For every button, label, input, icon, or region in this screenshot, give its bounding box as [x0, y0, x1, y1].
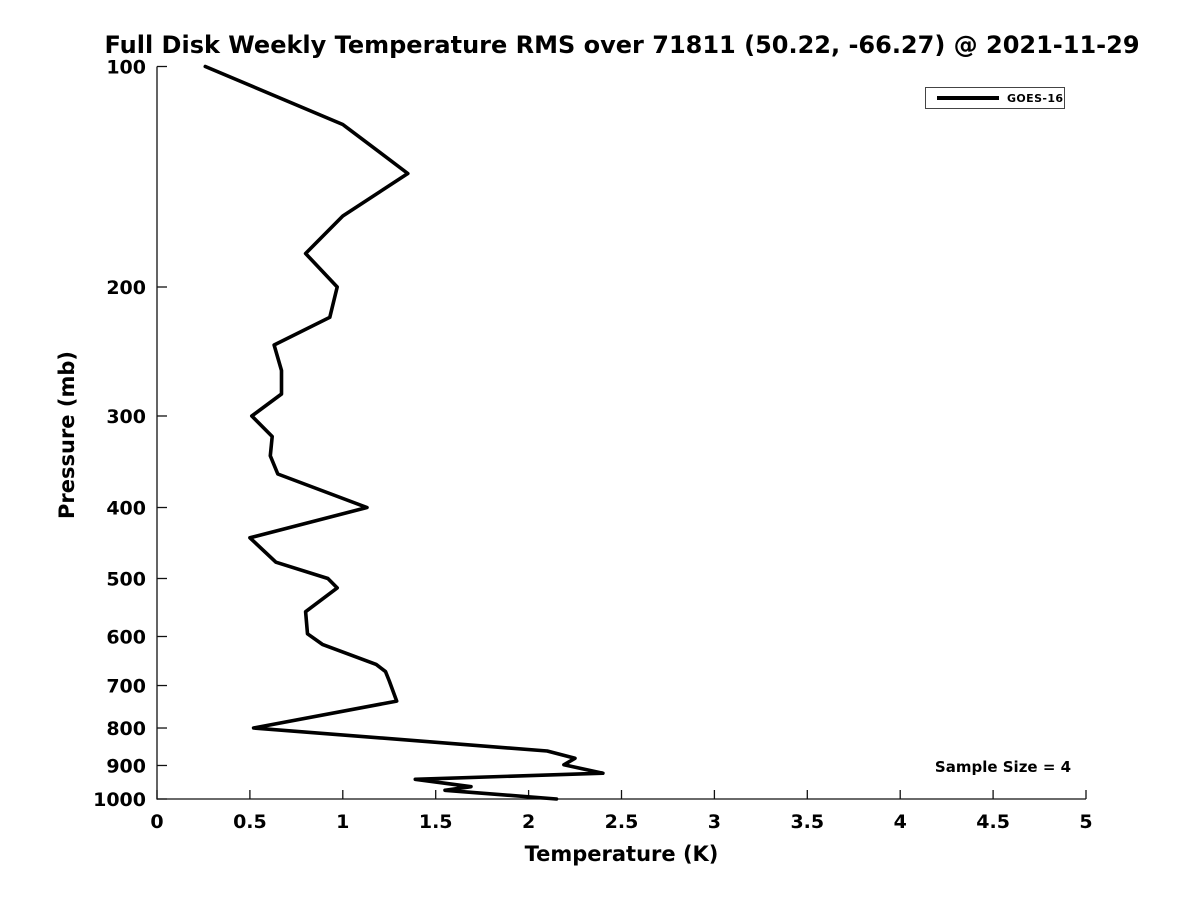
- legend: GOES-16: [925, 87, 1065, 109]
- x-tick-label: 0.5: [233, 811, 267, 833]
- y-tick-label: 700: [106, 676, 146, 698]
- legend-line-sample: [937, 96, 999, 100]
- legend-series-label: GOES-16: [1007, 91, 1064, 105]
- x-axis-label: Temperature (K): [524, 842, 719, 866]
- y-tick-label: 900: [106, 755, 146, 777]
- x-tick-label: 2.5: [605, 811, 639, 833]
- y-tick-label: 500: [106, 568, 146, 590]
- x-tick-label: 3: [708, 811, 721, 833]
- y-tick-label: 400: [106, 498, 146, 520]
- x-tick-label: 4.5: [976, 811, 1010, 833]
- y-tick-label: 800: [106, 718, 146, 740]
- x-tick-label: 4: [894, 811, 907, 833]
- x-tick-label: 0: [150, 811, 163, 833]
- series-line-goes-16: [203, 64, 605, 801]
- y-tick-label: 1000: [93, 789, 146, 811]
- y-tick-label: 300: [106, 406, 146, 428]
- y-axis-label: Pressure (mb): [55, 351, 79, 519]
- chart-title: Full Disk Weekly Temperature RMS over 71…: [104, 31, 1140, 59]
- x-tick-label: 1: [336, 811, 349, 833]
- y-tick-label: 200: [106, 277, 146, 299]
- sample-size-annotation: Sample Size = 4: [934, 758, 1072, 776]
- y-tick-label: 100: [106, 57, 146, 79]
- x-tick-label: 3.5: [790, 811, 824, 833]
- x-tick-label: 5: [1079, 811, 1092, 833]
- x-tick-label: 1.5: [419, 811, 453, 833]
- y-tick-label: 600: [106, 626, 146, 648]
- x-tick-label: 2: [522, 811, 535, 833]
